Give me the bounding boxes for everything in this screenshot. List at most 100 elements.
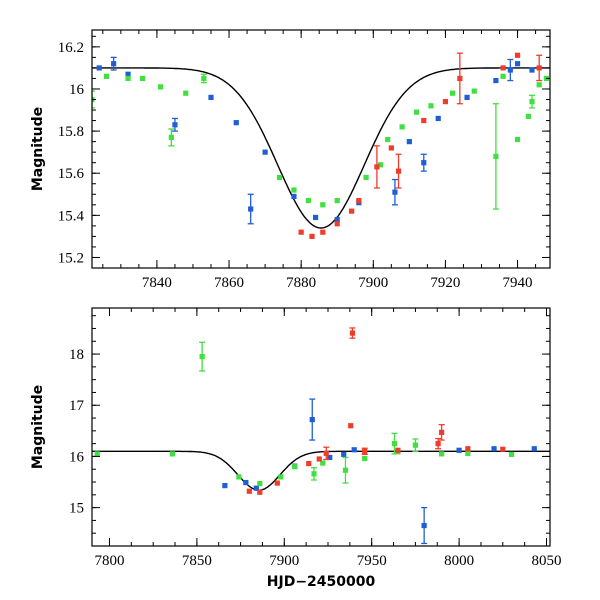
data-point (413, 109, 420, 115)
data-point (298, 229, 304, 235)
model-curve (92, 67, 550, 229)
data-point (391, 441, 398, 447)
data-point (493, 153, 499, 159)
x-tick-label: 7880 (286, 275, 316, 291)
data-point (103, 73, 110, 79)
model-curve (92, 450, 550, 491)
data-point (348, 423, 354, 429)
x-tick-label: 7840 (142, 275, 172, 291)
data-point (291, 187, 297, 193)
data-point (248, 206, 254, 212)
data-point (395, 168, 402, 174)
data-point (377, 162, 384, 168)
data-point (276, 174, 283, 181)
x-tick-label: 7920 (430, 275, 460, 291)
data-point (172, 122, 178, 128)
data-point (233, 120, 239, 126)
data-point (168, 134, 174, 141)
data-point (341, 451, 347, 457)
data-point (399, 124, 405, 130)
data-point (274, 480, 280, 486)
data-point (374, 164, 380, 170)
data-point (457, 75, 463, 82)
data-series-1 (94, 341, 515, 487)
data-point (253, 485, 259, 491)
data-point (465, 450, 471, 456)
data-point (514, 52, 521, 58)
data-point (309, 233, 315, 240)
x-tick-label: 8000 (444, 553, 474, 569)
data-point (500, 446, 506, 452)
data-point (320, 460, 326, 466)
data-point (208, 94, 214, 100)
data-point (351, 447, 357, 453)
data-point (412, 442, 418, 448)
data-point (305, 198, 311, 204)
data-point (349, 330, 356, 336)
data-point (428, 103, 434, 109)
y-tick-label: 15.2 (58, 250, 84, 266)
data-point (363, 174, 369, 181)
data-point (257, 480, 263, 487)
y-tick-label: 15.8 (58, 124, 84, 140)
y-axis-title: Magnitude (30, 385, 46, 469)
y-tick-label: 15.4 (58, 208, 85, 224)
data-point (139, 75, 146, 82)
data-point (257, 489, 263, 495)
data-point (500, 73, 506, 79)
data-point (320, 229, 326, 235)
data-point (334, 198, 340, 204)
y-tick-label: 16.2 (58, 40, 84, 56)
data-point (334, 216, 340, 223)
data-point (334, 221, 340, 227)
data-point (493, 77, 499, 84)
data-point (243, 479, 249, 486)
data-point (306, 460, 312, 467)
data-point (435, 441, 441, 447)
data-point (125, 75, 131, 82)
data-point (236, 474, 242, 480)
x-tick-label: 7850 (182, 553, 212, 569)
plot-frame (91, 29, 551, 269)
data-point (450, 90, 456, 96)
data-point (349, 208, 355, 214)
y-tick-label: 17 (69, 398, 85, 414)
data-point (507, 67, 513, 73)
x-tick-label: 7900 (358, 275, 388, 291)
data-point (362, 448, 368, 454)
data-point (246, 488, 252, 494)
data-point (309, 416, 315, 423)
data-point (94, 451, 100, 457)
x-tick-label: 7900 (269, 553, 299, 569)
data-point (388, 145, 394, 151)
data-point (342, 467, 349, 473)
data-point (262, 149, 268, 155)
data-point (514, 61, 521, 67)
data-series-0 (222, 398, 537, 545)
data-point (392, 189, 398, 195)
data-point (199, 354, 205, 360)
x-tick-label: 7950 (357, 553, 387, 569)
y-tick-label: 16 (69, 82, 85, 98)
data-point (323, 450, 329, 456)
data-point (157, 84, 164, 90)
data-point (316, 456, 322, 462)
data-point (406, 139, 412, 145)
data-point (514, 136, 521, 143)
y-tick-label: 15.6 (58, 166, 85, 182)
data-point (292, 464, 298, 470)
x-tick-label: 8050 (532, 553, 562, 569)
data-point (439, 451, 445, 457)
data-series-2 (246, 327, 506, 495)
data-point (500, 65, 506, 71)
data-point (183, 90, 189, 96)
data-point (471, 88, 477, 94)
data-point (311, 471, 317, 477)
data-point (525, 113, 531, 119)
y-axis-title: Magnitude (30, 107, 46, 191)
data-point (362, 455, 368, 462)
data-point (435, 115, 441, 122)
data-point (529, 99, 535, 105)
y-tick-label: 18 (69, 347, 84, 363)
